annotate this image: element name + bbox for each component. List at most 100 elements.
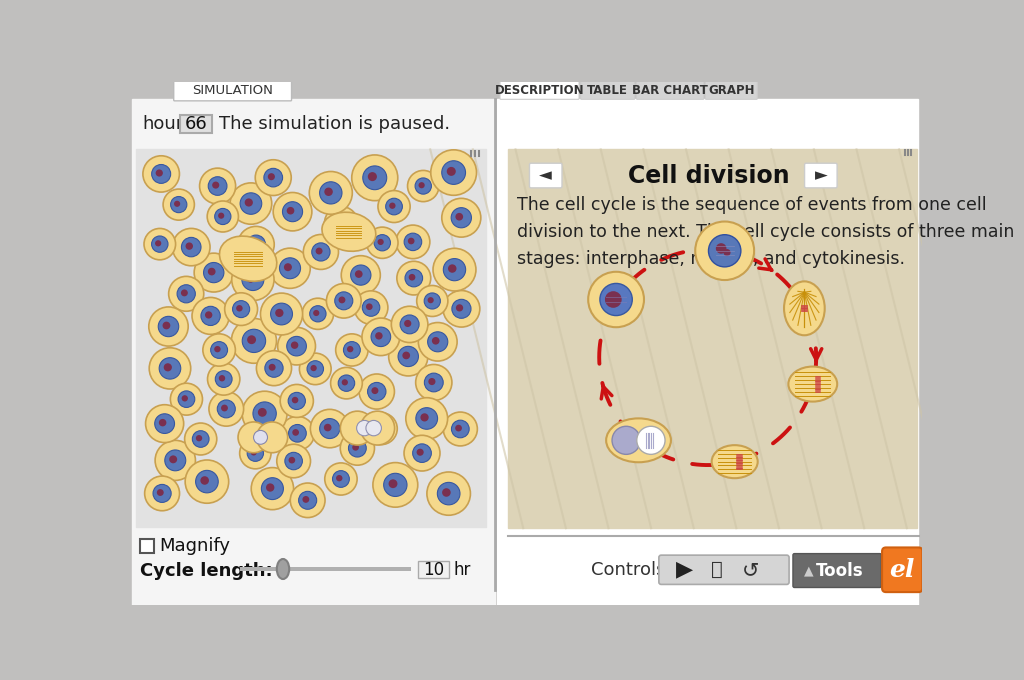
- Text: hr: hr: [454, 561, 471, 579]
- Bar: [132, 99, 495, 605]
- Circle shape: [600, 284, 632, 316]
- Text: DESCRIPTION: DESCRIPTION: [495, 84, 585, 97]
- Circle shape: [240, 193, 262, 214]
- Circle shape: [217, 400, 236, 418]
- Circle shape: [416, 408, 437, 429]
- Circle shape: [406, 398, 447, 439]
- Circle shape: [177, 285, 196, 303]
- Text: ►: ►: [814, 167, 827, 184]
- Circle shape: [452, 299, 471, 318]
- Circle shape: [212, 182, 219, 188]
- Circle shape: [716, 243, 726, 254]
- Circle shape: [276, 444, 310, 478]
- FancyBboxPatch shape: [500, 81, 579, 99]
- Circle shape: [336, 475, 342, 481]
- Circle shape: [238, 422, 269, 453]
- Circle shape: [196, 435, 202, 441]
- Circle shape: [443, 258, 466, 281]
- Circle shape: [207, 201, 239, 232]
- Circle shape: [285, 452, 302, 470]
- Circle shape: [247, 335, 256, 344]
- Circle shape: [389, 337, 428, 376]
- Circle shape: [260, 293, 303, 335]
- Text: Controls:: Controls:: [592, 561, 672, 579]
- Circle shape: [446, 167, 456, 176]
- Circle shape: [612, 426, 640, 454]
- Circle shape: [242, 391, 287, 436]
- Circle shape: [269, 248, 310, 288]
- Circle shape: [230, 183, 271, 224]
- Circle shape: [336, 334, 368, 366]
- Circle shape: [373, 462, 418, 507]
- Circle shape: [280, 258, 300, 279]
- Text: el: el: [890, 558, 914, 582]
- Circle shape: [441, 160, 466, 184]
- Circle shape: [336, 219, 343, 226]
- Circle shape: [419, 322, 457, 361]
- Ellipse shape: [784, 282, 824, 335]
- FancyBboxPatch shape: [658, 555, 790, 584]
- Circle shape: [181, 395, 188, 401]
- Circle shape: [257, 422, 288, 453]
- Circle shape: [171, 197, 186, 213]
- FancyBboxPatch shape: [581, 81, 635, 99]
- Circle shape: [193, 297, 229, 335]
- Circle shape: [398, 346, 419, 367]
- FancyBboxPatch shape: [793, 554, 882, 588]
- Circle shape: [172, 228, 210, 266]
- Circle shape: [397, 261, 431, 295]
- Circle shape: [359, 374, 394, 409]
- Text: ▲: ▲: [804, 564, 813, 577]
- Ellipse shape: [712, 445, 758, 478]
- Circle shape: [351, 155, 397, 201]
- Circle shape: [181, 237, 201, 257]
- Circle shape: [428, 297, 434, 303]
- Circle shape: [155, 414, 174, 433]
- Circle shape: [442, 488, 451, 497]
- FancyBboxPatch shape: [174, 81, 292, 101]
- Circle shape: [404, 320, 412, 327]
- Circle shape: [433, 248, 476, 291]
- Bar: [497, 99, 918, 605]
- Text: TABLE: TABLE: [588, 84, 628, 97]
- Circle shape: [319, 182, 342, 204]
- Circle shape: [456, 304, 463, 311]
- Circle shape: [366, 420, 381, 436]
- Circle shape: [201, 306, 220, 326]
- Circle shape: [157, 489, 164, 496]
- Circle shape: [215, 371, 232, 388]
- Circle shape: [181, 290, 187, 296]
- Circle shape: [342, 379, 348, 386]
- Circle shape: [291, 341, 298, 349]
- Circle shape: [232, 301, 250, 318]
- Circle shape: [404, 435, 440, 471]
- Circle shape: [373, 420, 389, 437]
- Circle shape: [237, 305, 243, 311]
- Circle shape: [456, 213, 463, 220]
- Text: ◄: ◄: [540, 167, 552, 184]
- Circle shape: [218, 213, 224, 219]
- Circle shape: [152, 165, 171, 184]
- Circle shape: [443, 290, 480, 327]
- Circle shape: [386, 199, 402, 215]
- Circle shape: [159, 419, 167, 426]
- Circle shape: [356, 420, 372, 436]
- Circle shape: [268, 364, 275, 371]
- Circle shape: [287, 337, 306, 356]
- Circle shape: [588, 272, 644, 327]
- Circle shape: [275, 309, 284, 317]
- Circle shape: [270, 303, 293, 325]
- Circle shape: [264, 169, 283, 187]
- Text: ▶: ▶: [676, 560, 693, 580]
- Circle shape: [215, 209, 231, 224]
- Circle shape: [695, 222, 754, 280]
- Circle shape: [289, 424, 306, 442]
- Circle shape: [409, 274, 416, 281]
- Circle shape: [310, 409, 349, 447]
- Circle shape: [307, 360, 324, 377]
- Circle shape: [319, 419, 340, 439]
- Circle shape: [273, 192, 312, 231]
- Circle shape: [456, 425, 462, 431]
- Text: Cycle length:: Cycle length:: [139, 562, 272, 579]
- Circle shape: [324, 424, 332, 431]
